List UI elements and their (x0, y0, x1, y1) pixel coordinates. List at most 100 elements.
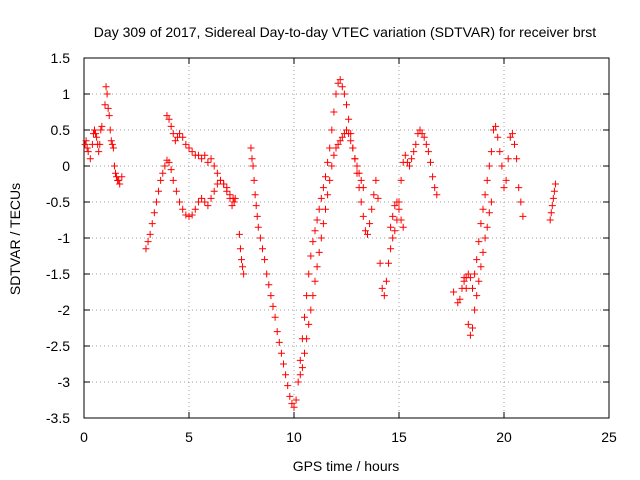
data-point (401, 151, 409, 159)
data-point (408, 155, 416, 163)
data-point (311, 277, 319, 285)
data-point (466, 331, 474, 339)
y-axis-label: SDTVAR / TECUs (7, 183, 23, 295)
data-point (506, 133, 514, 141)
data-point (372, 176, 380, 184)
data-point (433, 191, 441, 199)
data-point (277, 349, 285, 357)
data-point (194, 151, 202, 159)
data-point (399, 223, 407, 231)
data-point (298, 364, 306, 372)
data-point (236, 245, 244, 253)
data-point (169, 176, 177, 184)
data-point (475, 238, 483, 246)
data-point (98, 122, 106, 130)
data-points (81, 76, 559, 411)
data-point (391, 227, 399, 235)
data-point (357, 176, 365, 184)
data-point (97, 126, 105, 134)
data-point (387, 245, 395, 253)
data-point (431, 184, 439, 192)
data-point (498, 162, 506, 170)
data-point (328, 126, 336, 134)
data-point (513, 155, 521, 163)
data-point (92, 130, 100, 138)
y-tick-label: -1.5 (46, 266, 70, 282)
data-point (198, 155, 206, 163)
data-point (502, 176, 510, 184)
data-point (389, 234, 397, 242)
data-point (83, 144, 91, 152)
data-point (477, 263, 485, 271)
data-point (188, 148, 196, 156)
data-point (460, 274, 468, 282)
data-point (429, 173, 437, 181)
data-point (351, 155, 359, 163)
data-point (146, 230, 154, 238)
data-point (483, 176, 491, 184)
data-point (315, 205, 323, 213)
data-point (144, 238, 152, 246)
data-point (228, 202, 236, 210)
y-tick-label: -2.5 (46, 338, 70, 354)
data-point (207, 155, 215, 163)
data-point (296, 371, 304, 379)
data-point (511, 140, 518, 148)
data-point (204, 158, 212, 166)
data-point (105, 112, 113, 120)
data-point (188, 211, 196, 219)
data-point (267, 292, 275, 300)
data-point (292, 396, 300, 404)
data-point (397, 216, 405, 224)
data-point (338, 83, 346, 91)
data-point (275, 338, 283, 346)
data-point (343, 126, 350, 134)
data-point (515, 184, 523, 192)
data-point (282, 371, 290, 379)
data-point (261, 256, 269, 264)
data-point (345, 130, 353, 138)
data-point (150, 209, 158, 217)
data-point (213, 169, 221, 177)
data-point (364, 230, 371, 238)
data-point (167, 122, 175, 130)
data-point (194, 198, 202, 206)
data-point (326, 144, 334, 152)
data-point (309, 292, 317, 300)
data-point (290, 403, 298, 411)
data-point (155, 187, 163, 195)
data-point (319, 220, 327, 228)
data-point (252, 202, 260, 210)
data-point (473, 256, 481, 264)
data-point (479, 205, 487, 213)
y-tick-label: 1 (62, 86, 70, 102)
data-point (374, 194, 382, 202)
data-point (273, 328, 281, 336)
data-point (106, 126, 114, 134)
data-point (550, 187, 558, 195)
data-point (171, 137, 179, 145)
data-point (220, 180, 228, 188)
data-point (269, 302, 277, 310)
y-tick-label: -3.5 (46, 410, 70, 426)
data-point (420, 133, 428, 141)
data-point (248, 155, 256, 163)
data-point (82, 137, 90, 145)
chart-title: Day 309 of 2017, Sidereal Day-to-day VTE… (94, 24, 596, 40)
data-point (207, 194, 215, 202)
data-point (159, 169, 167, 177)
data-point (96, 140, 104, 148)
data-point (294, 378, 302, 386)
data-point (330, 108, 338, 116)
data-point (326, 176, 334, 184)
data-point (462, 284, 470, 292)
data-point (319, 184, 327, 192)
data-point (240, 270, 248, 278)
x-axis-label: GPS time / hours (293, 458, 400, 474)
data-point (103, 90, 111, 98)
data-point (265, 281, 273, 289)
data-point (315, 248, 323, 256)
data-point (104, 104, 112, 112)
data-point (332, 90, 340, 98)
data-point (546, 216, 554, 224)
